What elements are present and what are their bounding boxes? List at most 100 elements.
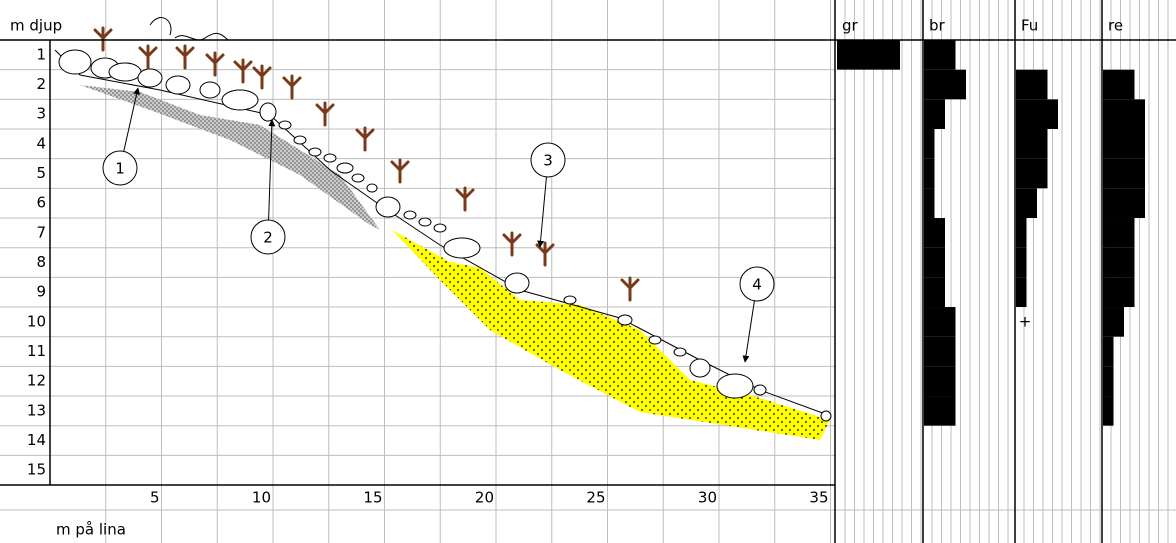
stone bbox=[138, 69, 162, 87]
distance-label: 30 bbox=[698, 489, 717, 507]
alga bbox=[537, 243, 553, 265]
stone bbox=[618, 315, 632, 325]
stone bbox=[59, 50, 91, 74]
abundance-bar bbox=[1103, 307, 1124, 337]
stone bbox=[754, 385, 766, 395]
abundance-bar bbox=[924, 40, 956, 70]
alga bbox=[357, 128, 373, 150]
callout-label: 1 bbox=[115, 160, 125, 178]
abundance-bar bbox=[1103, 396, 1114, 426]
stone bbox=[404, 211, 416, 219]
abundance-bar bbox=[837, 40, 900, 70]
abundance-bar bbox=[924, 248, 945, 278]
stone bbox=[419, 218, 431, 226]
abundance-label: + bbox=[1019, 312, 1032, 330]
stone bbox=[690, 359, 710, 377]
distance-label: 15 bbox=[363, 489, 382, 507]
abundance-bar bbox=[1016, 277, 1027, 307]
depth-label: 8 bbox=[36, 253, 46, 271]
alga bbox=[235, 60, 251, 82]
stone bbox=[309, 148, 321, 156]
stone bbox=[717, 374, 753, 398]
alga bbox=[254, 66, 270, 88]
stone bbox=[324, 154, 336, 162]
stone bbox=[279, 121, 291, 129]
abundance-bar bbox=[1016, 159, 1048, 189]
abundance-bar bbox=[924, 218, 945, 248]
panel-label: re bbox=[1108, 17, 1123, 35]
abundance-bar bbox=[1016, 70, 1048, 100]
stone bbox=[674, 348, 686, 356]
stone bbox=[564, 296, 576, 304]
stone bbox=[376, 197, 400, 217]
stone bbox=[367, 184, 377, 192]
abundance-bar bbox=[1016, 188, 1037, 218]
abundance-bar bbox=[1103, 188, 1145, 218]
depth-label: 3 bbox=[36, 105, 46, 123]
depth-label: 2 bbox=[36, 75, 46, 93]
stone bbox=[821, 411, 831, 421]
distance-label: 25 bbox=[586, 489, 605, 507]
abundance-bar bbox=[924, 337, 956, 367]
callout-arrow bbox=[745, 301, 754, 362]
callout-label: 2 bbox=[263, 229, 273, 247]
depth-label: 15 bbox=[27, 461, 46, 479]
sediment-dots bbox=[392, 230, 830, 440]
callout-arrow bbox=[540, 177, 546, 247]
abundance-bar bbox=[1103, 366, 1114, 396]
depth-label: 6 bbox=[36, 194, 46, 212]
stone bbox=[352, 174, 364, 182]
alga bbox=[504, 233, 520, 255]
diagram: m djup m på lina 1234 123456789101112131… bbox=[0, 0, 1176, 543]
abundance-bar bbox=[1016, 218, 1027, 248]
abundance-bar bbox=[1016, 99, 1058, 129]
panel-label: br bbox=[929, 17, 946, 35]
alga bbox=[622, 278, 638, 300]
abundance-bar bbox=[1103, 218, 1135, 248]
stone bbox=[649, 336, 661, 344]
abundance-bar bbox=[1103, 129, 1145, 159]
depth-label: 13 bbox=[27, 401, 46, 419]
distance-label: 20 bbox=[475, 489, 494, 507]
callout-label: 3 bbox=[543, 152, 553, 170]
abundance-bar bbox=[924, 366, 956, 396]
alga bbox=[207, 53, 223, 75]
callout-label: 4 bbox=[752, 276, 762, 294]
alga bbox=[457, 188, 473, 210]
abundance-bar bbox=[1103, 159, 1145, 189]
x-axis-label: m på lina bbox=[56, 521, 126, 539]
stone bbox=[444, 238, 480, 258]
stone bbox=[505, 273, 529, 293]
depth-label: 11 bbox=[27, 342, 46, 360]
abundance-bar bbox=[924, 99, 945, 129]
abundance-bar bbox=[924, 277, 945, 307]
depth-label: 7 bbox=[36, 223, 46, 241]
abundance-bar bbox=[1103, 248, 1135, 278]
stone bbox=[294, 136, 306, 144]
depth-label: 4 bbox=[36, 134, 46, 152]
abundance-bar bbox=[924, 188, 935, 218]
alga bbox=[177, 46, 193, 68]
depth-label: 5 bbox=[36, 164, 46, 182]
depth-label: 1 bbox=[36, 45, 46, 63]
stone bbox=[200, 82, 220, 98]
stone bbox=[109, 63, 141, 81]
alga bbox=[284, 76, 300, 98]
abundance-bar bbox=[1103, 337, 1114, 367]
y-axis-label: m djup bbox=[10, 17, 62, 35]
stone bbox=[222, 90, 258, 110]
alga bbox=[140, 46, 156, 68]
abundance-bar bbox=[924, 70, 966, 100]
depth-label: 9 bbox=[36, 283, 46, 301]
abundance-bar bbox=[1016, 129, 1048, 159]
stone bbox=[434, 224, 446, 232]
stone bbox=[166, 76, 190, 94]
depth-label: 10 bbox=[27, 312, 46, 330]
alga bbox=[392, 160, 408, 182]
distance-label: 10 bbox=[252, 489, 271, 507]
depth-label: 12 bbox=[27, 372, 46, 390]
distance-label: 35 bbox=[809, 489, 828, 507]
distance-label: 5 bbox=[150, 489, 160, 507]
abundance-bar bbox=[1103, 277, 1135, 307]
abundance-bar bbox=[924, 307, 956, 337]
